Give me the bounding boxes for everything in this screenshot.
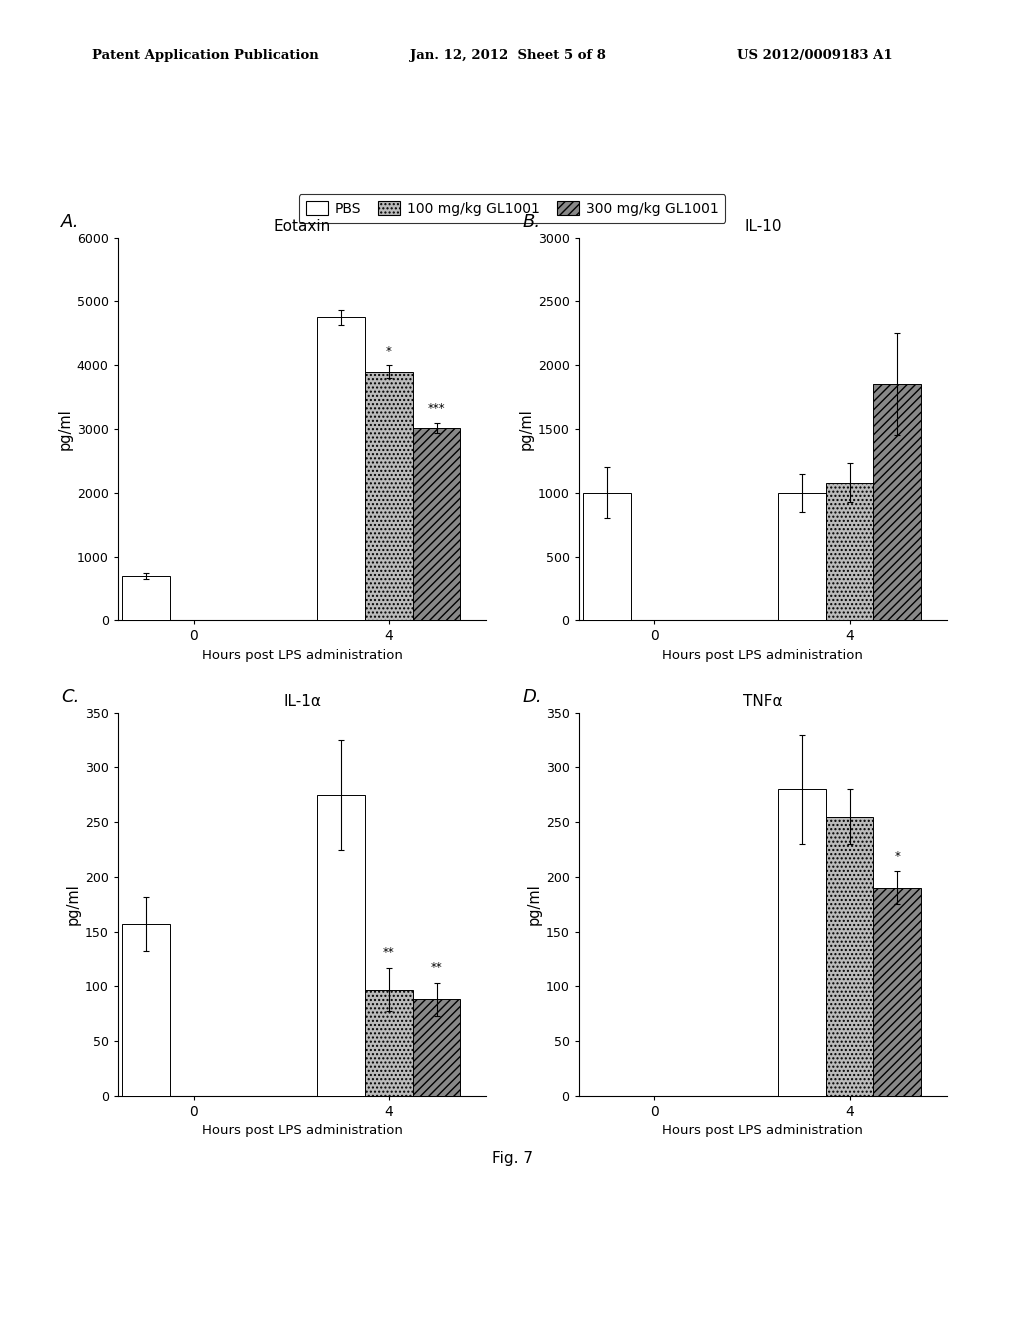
Title: IL-1α: IL-1α [283, 694, 322, 709]
Legend: PBS, 100 mg/kg GL1001, 300 mg/kg GL1001: PBS, 100 mg/kg GL1001, 300 mg/kg GL1001 [299, 194, 725, 223]
Bar [317, 795, 365, 1096]
Bar [825, 817, 873, 1096]
Bar [825, 483, 873, 620]
Text: A.: A. [61, 213, 80, 231]
Bar [122, 924, 170, 1096]
Bar [583, 492, 631, 620]
Bar [778, 492, 825, 620]
Text: ***: *** [428, 403, 445, 414]
Text: **: ** [431, 961, 442, 974]
Text: C.: C. [61, 688, 80, 706]
Y-axis label: pg/ml: pg/ml [526, 883, 542, 925]
Bar [317, 317, 365, 620]
Text: B.: B. [522, 213, 541, 231]
Bar [413, 999, 461, 1096]
X-axis label: Hours post LPS administration: Hours post LPS administration [663, 1125, 863, 1138]
Title: TNFα: TNFα [743, 694, 782, 709]
Text: US 2012/0009183 A1: US 2012/0009183 A1 [737, 49, 893, 62]
X-axis label: Hours post LPS administration: Hours post LPS administration [663, 649, 863, 663]
Bar [365, 372, 413, 620]
Bar [413, 428, 461, 620]
Text: *: * [386, 345, 392, 358]
Y-axis label: pg/ml: pg/ml [518, 408, 534, 450]
Bar [122, 576, 170, 620]
Text: **: ** [383, 946, 394, 958]
Text: Fig. 7: Fig. 7 [492, 1151, 532, 1166]
Y-axis label: pg/ml: pg/ml [57, 408, 73, 450]
Text: *: * [894, 850, 900, 863]
Text: Jan. 12, 2012  Sheet 5 of 8: Jan. 12, 2012 Sheet 5 of 8 [410, 49, 605, 62]
Bar [873, 384, 922, 620]
Y-axis label: pg/ml: pg/ml [66, 883, 81, 925]
X-axis label: Hours post LPS administration: Hours post LPS administration [202, 649, 402, 663]
Title: Eotaxin: Eotaxin [273, 219, 331, 234]
X-axis label: Hours post LPS administration: Hours post LPS administration [202, 1125, 402, 1138]
Bar [778, 789, 825, 1096]
Text: Patent Application Publication: Patent Application Publication [92, 49, 318, 62]
Title: IL-10: IL-10 [744, 219, 781, 234]
Text: D.: D. [522, 688, 542, 706]
Bar [873, 888, 922, 1096]
Bar [365, 990, 413, 1096]
